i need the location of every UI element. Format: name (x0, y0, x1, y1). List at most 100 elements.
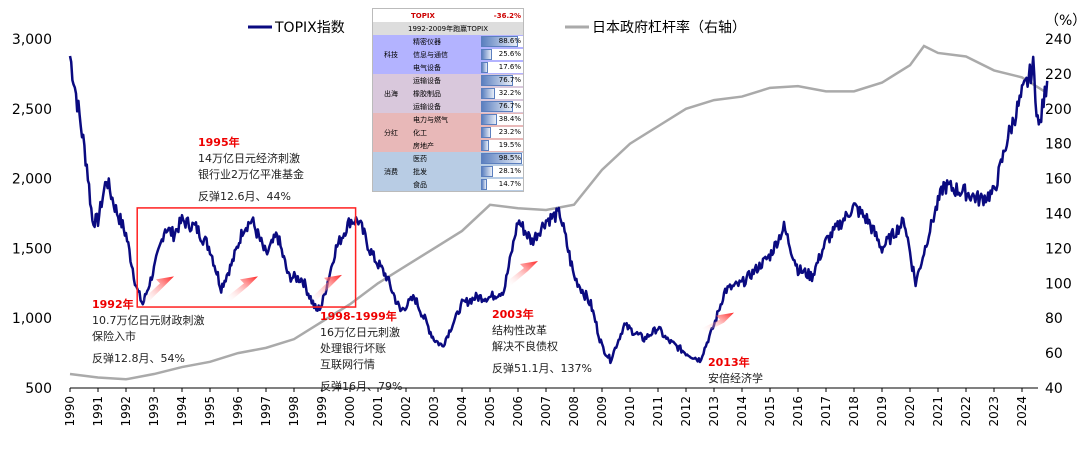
sector-bar (481, 166, 493, 177)
sector-value: 98.5% (498, 154, 521, 162)
x-tick-label: 2018 (847, 396, 861, 427)
sector-row: 批发 28.1% (409, 165, 523, 178)
x-tick-label: 1998 (287, 396, 301, 427)
y-right-tick-label: 40 (1045, 381, 1063, 397)
y-right-tick-label: 200 (1045, 102, 1072, 118)
sector-name: 医药 (413, 154, 427, 163)
x-tick-label: 2009 (595, 396, 609, 427)
annotation-line: 保险入市 (92, 330, 136, 343)
x-tick-label: 2015 (763, 396, 777, 427)
x-tick-label: 1999 (315, 396, 329, 427)
x-tick-label: 2016 (791, 396, 805, 427)
sector-outperformance-table: TOPIX -36.2% 1992-2009年跑赢TOPIX 科技 精密仪器 88.6… (372, 8, 524, 192)
y-right-tick-label: 220 (1045, 67, 1072, 83)
annotation-year: 1998-1999年 (320, 310, 397, 323)
sector-row: 医药 98.5% (409, 152, 523, 165)
annotation-line: 安倍经济学 (708, 372, 763, 385)
sector-row: 橡胶制品 32.2% (409, 87, 523, 100)
sector-row: 食品 14.7% (409, 178, 523, 191)
sector-name: 精密仪器 (413, 37, 441, 46)
rebound-arrow (310, 274, 342, 303)
annotation-line: 14万亿日元经济刺激 (198, 152, 300, 165)
sector-value: 23.2% (498, 128, 521, 136)
x-tick-label: 1997 (259, 396, 273, 427)
sector-bar (481, 36, 519, 47)
sector-row: 电力与燃气 38.4% (409, 113, 523, 126)
x-tick-label: 2007 (539, 396, 553, 427)
annotation: 1995年 14万亿日元经济刺激 银行业2万亿平准基金 反弹12.6月、44% (198, 135, 304, 205)
sector-row: 精密仪器 88.6% (409, 35, 523, 48)
x-tick-label: 1992 (119, 396, 133, 427)
x-tick-label: 2000 (343, 396, 357, 427)
sector-value: 25.6% (498, 50, 521, 58)
sector-name: 信息与通信 (413, 50, 448, 59)
sector-bar (481, 114, 498, 125)
sector-row: 运输设备 76.7% (409, 74, 523, 87)
annotation-line: 银行业2万亿平准基金 (198, 168, 304, 181)
x-tick-label: 2024 (1015, 396, 1029, 427)
y-left-tick-label: 1,000 (12, 311, 52, 327)
x-tick-label: 2010 (623, 396, 637, 427)
y-right-tick-label: 160 (1045, 172, 1072, 188)
y-right-tick-label: 100 (1045, 276, 1072, 292)
sector-row: 房地产 19.5% (409, 139, 523, 152)
group-label: 科技 (384, 50, 398, 59)
y-left-tick-label: 2,000 (12, 172, 52, 188)
sector-name: 电气设备 (413, 63, 441, 72)
x-tick-label: 2022 (959, 396, 973, 427)
group-label: 出海 (384, 89, 398, 98)
sector-value: 17.6% (498, 63, 521, 71)
x-tick-label: 1991 (91, 396, 105, 427)
annotation-line: 16万亿日元刺激 (320, 326, 400, 339)
rebound-arrow (506, 260, 538, 287)
sector-value: 76.7% (498, 76, 521, 84)
sector-group: 科技 精密仪器 88.6% 信息与通信 25.6% 电气设备 17.6% (373, 35, 523, 74)
x-tick-label: 2008 (567, 396, 581, 427)
sector-value: 14.7% (498, 180, 521, 188)
annotation-year: 1992年 (92, 298, 134, 311)
sector-value: 19.5% (498, 141, 521, 149)
annotation-rebound: 反弹51.1月、137% (492, 362, 592, 375)
y-right-tick-label: 60 (1045, 346, 1063, 362)
x-tick-label: 2020 (903, 396, 917, 427)
x-tick-label: 2017 (819, 396, 833, 427)
sector-name: 化工 (413, 128, 427, 137)
y-left-tick-label: 3,000 (12, 32, 52, 48)
annotation-rebound: 反弹12.8月、54% (92, 352, 185, 365)
sector-row: 运输设备 76.7% (409, 100, 523, 113)
sector-name: 橡胶制品 (413, 89, 441, 98)
annotation-year: 2003年 (492, 308, 534, 321)
y-left-tick-label: 1,500 (12, 241, 52, 257)
x-tick-label: 1995 (203, 396, 217, 427)
x-tick-label: 2013 (707, 396, 721, 427)
highlight-box (136, 207, 357, 308)
annotation-line: 互联网行情 (320, 358, 375, 371)
sector-row: 化工 23.2% (409, 126, 523, 139)
annotation: 1998-1999年 16万亿日元刺激 处理银行坏账 互联网行情 反弹16月、79% (320, 309, 402, 395)
annotation-line: 处理银行坏账 (320, 342, 386, 355)
sector-name: 批发 (413, 167, 427, 176)
annotation-line: 解决不良债权 (492, 340, 558, 353)
x-tick-label: 2014 (735, 396, 749, 427)
inset-subtitle: 1992-2009年跑赢TOPIX (373, 22, 523, 35)
y-right-tick-label: 80 (1045, 311, 1063, 327)
sector-group: 消费 医药 98.5% 批发 28.1% 食品 14.7% (373, 152, 523, 191)
topix-series-line (68, 55, 1049, 365)
x-tick-label: 2006 (511, 396, 525, 427)
x-tick-label: 1990 (63, 396, 77, 427)
x-tick-label: 2004 (455, 396, 469, 427)
sector-bar (481, 127, 491, 138)
sector-name: 房地产 (413, 141, 434, 150)
annotation-line: 10.7万亿日元财政刺激 (92, 314, 205, 327)
sector-bar (481, 49, 492, 60)
group-label: 分红 (384, 128, 398, 137)
x-tick-label: 1993 (147, 396, 161, 427)
sector-name: 食品 (413, 180, 427, 189)
x-tick-label: 2019 (875, 396, 889, 427)
sector-value: 38.4% (498, 115, 521, 123)
rebound-arrow (142, 276, 174, 305)
inset-header-value: -36.2% (493, 11, 521, 20)
sector-value: 76.7% (498, 102, 521, 110)
